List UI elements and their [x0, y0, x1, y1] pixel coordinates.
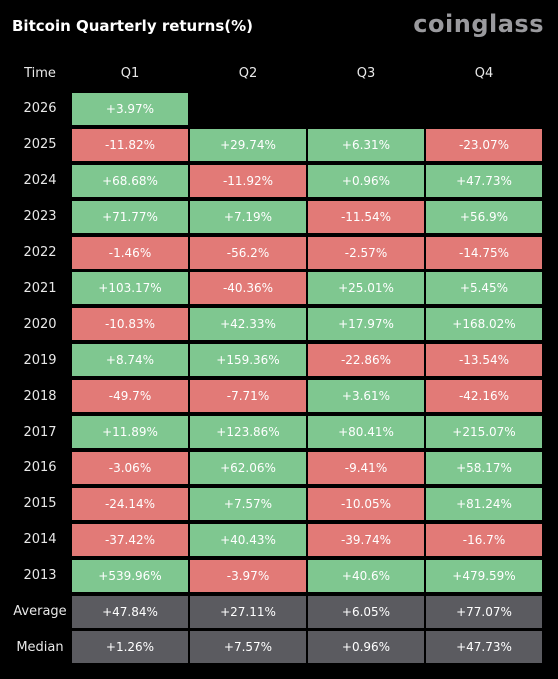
- return-cell: -3.06%: [72, 451, 188, 484]
- return-cell: -23.07%: [426, 128, 542, 161]
- return-cell: +25.01%: [308, 272, 424, 305]
- row-label: 2020: [23, 316, 57, 332]
- summary-cell: +6.05%: [308, 595, 424, 628]
- return-cell: +3.61%: [308, 380, 424, 413]
- return-cell: -9.41%: [308, 451, 424, 484]
- column-header: Q3: [356, 65, 376, 81]
- column-header: Q4: [474, 65, 494, 81]
- summary-cell: +7.57%: [190, 631, 306, 664]
- row-label: 2018: [23, 388, 57, 404]
- return-cell: -39.74%: [308, 523, 424, 556]
- row-label: 2015: [23, 496, 57, 512]
- return-cell: -42.16%: [426, 380, 542, 413]
- row-label: 2019: [23, 352, 57, 368]
- row-label: 2022: [23, 245, 57, 260]
- row-label: 2014: [23, 532, 57, 548]
- summary-cell: +27.11%: [190, 595, 306, 628]
- row-label: 2026: [23, 101, 57, 117]
- column-header: Time: [24, 65, 56, 81]
- row-label: 2025: [23, 137, 57, 153]
- return-cell: -7.71%: [190, 380, 306, 413]
- return-cell: +7.57%: [190, 487, 306, 520]
- return-cell: -3.97%: [190, 559, 306, 592]
- row-label: 2023: [23, 209, 57, 225]
- row-label: Median: [16, 639, 64, 655]
- row-label: 2017: [23, 424, 57, 440]
- row-label: 2016: [23, 460, 57, 476]
- column-header: Q2: [238, 65, 258, 81]
- return-cell: -11.92%: [190, 164, 306, 197]
- return-cell: -13.54%: [426, 344, 542, 377]
- summary-cell: +0.96%: [308, 631, 424, 664]
- return-cell: +71.77%: [72, 200, 188, 233]
- return-cell: -10.83%: [72, 308, 188, 341]
- return-cell: -10.05%: [308, 487, 424, 520]
- return-cell: +6.31%: [308, 128, 424, 161]
- return-cell: -37.42%: [72, 523, 188, 556]
- return-cell: +3.97%: [72, 92, 188, 125]
- return-cell: -56.2%: [190, 236, 306, 269]
- return-cell: +42.33%: [190, 308, 306, 341]
- return-cell: -16.7%: [426, 523, 542, 556]
- return-cell: +479.59%: [426, 559, 542, 592]
- return-cell: +56.9%: [426, 200, 542, 233]
- return-cell: +62.06%: [190, 451, 306, 484]
- return-cell: +539.96%: [72, 559, 188, 592]
- return-cell: +17.97%: [308, 308, 424, 341]
- return-cell: +7.19%: [190, 200, 306, 233]
- row-label: 2024: [23, 173, 57, 189]
- return-cell: +159.36%: [190, 344, 306, 377]
- return-cell: -2.57%: [308, 236, 424, 269]
- row-label: Average: [13, 604, 67, 619]
- return-cell: +68.68%: [72, 164, 188, 197]
- return-cell: +47.73%: [426, 164, 542, 197]
- return-cell: +5.45%: [426, 272, 542, 305]
- return-cell: +58.17%: [426, 451, 542, 484]
- column-header: Q1: [120, 65, 140, 81]
- return-cell: +81.24%: [426, 487, 542, 520]
- summary-cell: +77.07%: [426, 595, 542, 628]
- return-cell: +11.89%: [72, 416, 188, 448]
- return-cell: +0.96%: [308, 164, 424, 197]
- return-cell: +215.07%: [426, 416, 542, 448]
- return-cell: +103.17%: [72, 272, 188, 305]
- summary-cell: +47.84%: [72, 595, 188, 628]
- summary-cell: +47.73%: [426, 631, 542, 664]
- return-cell: +40.6%: [308, 559, 424, 592]
- return-cell: -14.75%: [426, 236, 542, 269]
- return-cell: -40.36%: [190, 272, 306, 305]
- return-cell: -11.54%: [308, 200, 424, 233]
- summary-cell: +1.26%: [72, 631, 188, 664]
- return-cell: +29.74%: [190, 128, 306, 161]
- return-cell: +40.43%: [190, 523, 306, 556]
- return-cell: -24.14%: [72, 487, 188, 520]
- return-cell: -11.82%: [72, 128, 188, 161]
- return-cell: +8.74%: [72, 344, 188, 377]
- return-cell: -49.7%: [72, 380, 188, 413]
- title: Bitcoin Quarterly returns(%): [12, 17, 253, 35]
- row-label: 2021: [23, 280, 57, 296]
- return-cell: +168.02%: [426, 308, 542, 341]
- brand-logo: coinglass: [413, 10, 544, 38]
- return-cell: +80.41%: [308, 416, 424, 448]
- return-cell: -1.46%: [72, 236, 188, 269]
- return-cell: -22.86%: [308, 344, 424, 377]
- return-cell: +123.86%: [190, 416, 306, 448]
- row-label: 2013: [23, 568, 57, 584]
